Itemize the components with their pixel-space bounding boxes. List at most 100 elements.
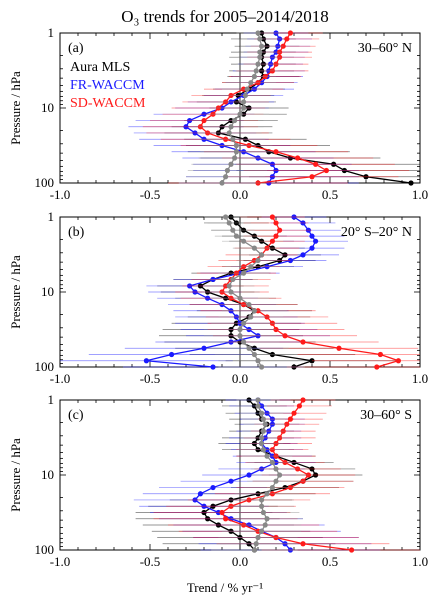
x-tick-label: 1.0 [412, 187, 428, 202]
data-point [282, 333, 288, 339]
y-tick-label: 1 [48, 392, 55, 407]
data-point [237, 333, 243, 339]
data-point [219, 180, 225, 186]
series-grey-3 [211, 397, 309, 553]
series-grey-3 [178, 30, 284, 186]
y-tick-label: 10 [41, 100, 54, 115]
data-point [374, 364, 380, 370]
panel-1: -1.0 -0.5 0.0 0.5 1.0 1 10 100 Pressure / hPa (a)… [8, 25, 428, 202]
data-point [210, 364, 216, 370]
data-point [219, 509, 225, 516]
y-axis-label: Pressure / hPa [8, 255, 23, 329]
data-point [143, 358, 149, 364]
data-point [257, 49, 263, 55]
data-point [323, 167, 329, 174]
data-point [228, 289, 234, 295]
data-point [309, 174, 315, 180]
data-point [251, 73, 257, 80]
data-point [248, 314, 254, 320]
data-point [260, 509, 266, 516]
data-point [269, 214, 275, 220]
data-point [336, 345, 342, 351]
x-tick-label: -0.5 [140, 371, 161, 386]
data-point [259, 410, 265, 416]
y-tick-label: 10 [41, 284, 54, 299]
x-tick-label: -1.0 [50, 187, 71, 202]
data-point [260, 428, 266, 434]
data-point [233, 149, 239, 155]
data-point [226, 220, 232, 226]
panel-2: -1.0 -0.5 0.0 0.5 1.0 1 10 100 Pressure / hPa (b)… [8, 209, 428, 386]
data-point [230, 276, 236, 283]
data-point [300, 541, 306, 547]
data-point [259, 364, 265, 370]
x-tick-label: 0.0 [232, 187, 248, 202]
data-point [210, 484, 216, 491]
figure-title: O₃ trends for 2005–2014/2018 [121, 7, 329, 26]
data-point [259, 497, 265, 503]
panel-3: -1.0 -0.5 0.0 0.5 1.0 1 10 100 Pressure / hPa (c)… [8, 392, 428, 569]
data-point [259, 252, 265, 258]
y-tick-label: 1 [48, 25, 55, 40]
data-point [377, 351, 383, 358]
legend-entry: FR-WACCM [70, 78, 145, 93]
panels: -1.0 -0.5 0.0 0.5 1.0 1 10 100 Pressure / hPa (a)… [8, 25, 428, 569]
data-point [253, 68, 259, 74]
data-point [223, 174, 229, 180]
data-point [246, 345, 252, 351]
data-point [295, 155, 301, 161]
data-point [223, 214, 229, 220]
data-point [300, 252, 306, 258]
data-point [257, 36, 263, 42]
data-point [264, 516, 270, 522]
data-point [408, 180, 414, 186]
data-point [300, 397, 306, 403]
data-point [255, 403, 261, 409]
region-label: 30–60° S [360, 408, 412, 423]
x-tick-label: 0.5 [322, 371, 338, 386]
y-tick-label: 100 [35, 542, 55, 557]
data-point [251, 351, 257, 358]
data-point [300, 339, 306, 345]
data-point [309, 233, 315, 239]
data-point [313, 161, 319, 167]
x-tick-label: -0.5 [140, 554, 161, 569]
data-point [248, 80, 254, 86]
data-point [260, 447, 266, 453]
panel-label: (a) [68, 41, 84, 56]
data-point [259, 440, 265, 447]
data-point [259, 43, 265, 49]
x-tick-label: 0.0 [232, 371, 248, 386]
data-point [287, 30, 293, 36]
data-point [255, 358, 261, 364]
data-point [313, 238, 319, 244]
data-point [230, 227, 236, 233]
x-tick-label: 1.0 [412, 554, 428, 569]
data-point [260, 416, 266, 422]
data-point [262, 522, 268, 528]
data-point [201, 117, 207, 124]
x-axis-label: Trend / % yr⁻¹ [187, 580, 263, 595]
data-point [226, 283, 232, 289]
y-tick-label: 100 [35, 175, 55, 190]
data-point [273, 220, 279, 226]
data-point [228, 478, 234, 484]
data-point [255, 257, 261, 264]
data-point [223, 516, 229, 522]
data-point [269, 484, 275, 491]
data-point [201, 345, 207, 351]
y-axis-label: Pressure / hPa [8, 438, 23, 512]
data-point [251, 245, 257, 251]
legend-entry: SD-WACCM [70, 96, 146, 111]
data-point [277, 227, 283, 233]
panel-label: (b) [68, 225, 85, 240]
data-point [296, 403, 302, 409]
y-tick-label: 1 [48, 209, 55, 224]
data-point [228, 161, 234, 167]
data-point [241, 99, 247, 105]
data-point [224, 167, 230, 174]
data-point [255, 61, 261, 67]
data-point [264, 453, 270, 459]
data-point [246, 472, 252, 478]
